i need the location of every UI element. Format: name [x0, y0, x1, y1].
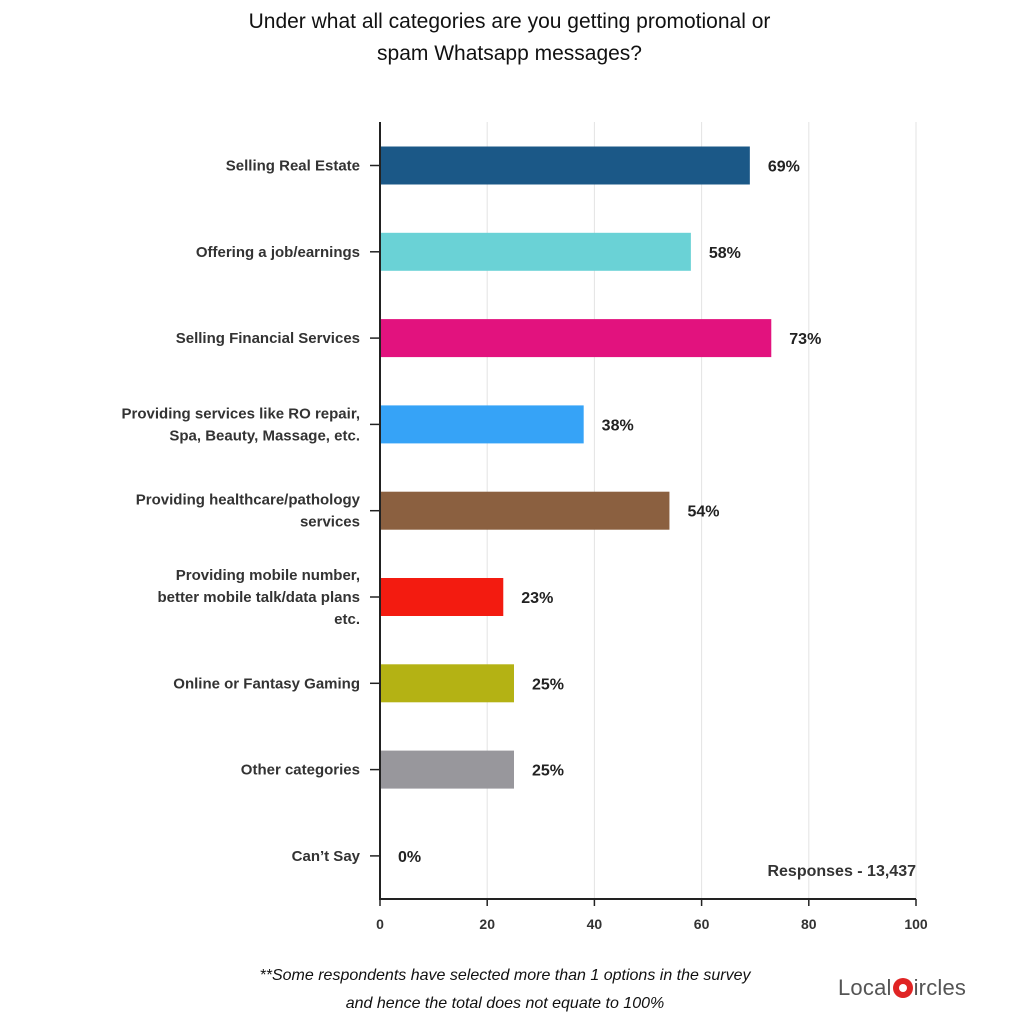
x-tick-label-40: 40	[587, 916, 603, 932]
value-label-2: 58%	[709, 245, 741, 262]
category-label-4-line-2: Spa, Beauty, Massage, etc.	[169, 427, 360, 444]
value-label-4: 38%	[602, 417, 634, 434]
value-label-9: 0%	[398, 849, 421, 866]
category-label-1-line-1: Selling Real Estate	[226, 158, 360, 175]
bar-chart: 69% Selling Real Estate 58% Offering a job/…	[122, 122, 928, 932]
category-label-6-line-3: etc.	[334, 611, 360, 628]
responses-annotation: Responses - 13,437	[767, 863, 916, 880]
category-label-4-line-1: Providing services like RO repair,	[122, 405, 360, 422]
category-label-9-line-1: Can’t Say	[292, 848, 361, 865]
logo-pin-icon	[892, 978, 913, 998]
bar-5	[380, 491, 670, 530]
category-label-2-line-1: Offering a job/earnings	[196, 244, 360, 261]
logo-text-circles: ircles	[913, 975, 967, 1000]
x-tick-label-80: 80	[801, 916, 817, 932]
logo-text-local: Local	[838, 975, 892, 1000]
bar-3	[380, 319, 772, 358]
category-label-8-line-1: Other categories	[241, 762, 360, 779]
category-label-6-line-2: better mobile talk/data plans	[157, 589, 360, 606]
value-label-8: 25%	[532, 763, 564, 780]
chart-title-line-1: Under what all categories are you gettin…	[248, 10, 771, 33]
localcircles-logo: Local ircles	[838, 975, 966, 1001]
bar-6	[380, 578, 504, 616]
footnote-line-2: and hence the total does not equate to 1…	[345, 995, 665, 1012]
bar-4	[380, 405, 584, 444]
value-label-1: 69%	[768, 159, 800, 176]
value-label-6: 23%	[521, 590, 553, 607]
category-label-5-line-1: Providing healthcare/pathology	[136, 492, 361, 509]
category-label-3-line-1: Selling Financial Services	[176, 330, 360, 347]
footnote-line-1: **Some respondents have selected more th…	[259, 967, 751, 984]
footnote: **Some respondents have selected more th…	[195, 962, 815, 1018]
category-label-7-line-1: Online or Fantasy Gaming	[173, 675, 360, 692]
chart-title: Under what all categories are you gettin…	[0, 6, 1019, 70]
x-tick-label-100: 100	[904, 916, 928, 932]
value-label-3: 73%	[789, 331, 821, 348]
bar-2	[380, 232, 691, 271]
x-tick-label-0: 0	[376, 916, 384, 932]
value-label-7: 25%	[532, 676, 564, 693]
bar-1	[380, 146, 750, 185]
bar-8	[380, 750, 514, 789]
chart-title-line-2: spam Whatsapp messages?	[377, 42, 642, 65]
value-label-5: 54%	[687, 504, 719, 521]
x-tick-label-60: 60	[694, 916, 710, 932]
x-tick-label-20: 20	[479, 916, 495, 932]
category-label-5-line-2: services	[300, 514, 360, 531]
bar-7	[380, 664, 514, 703]
category-label-6-line-1: Providing mobile number,	[176, 567, 360, 584]
